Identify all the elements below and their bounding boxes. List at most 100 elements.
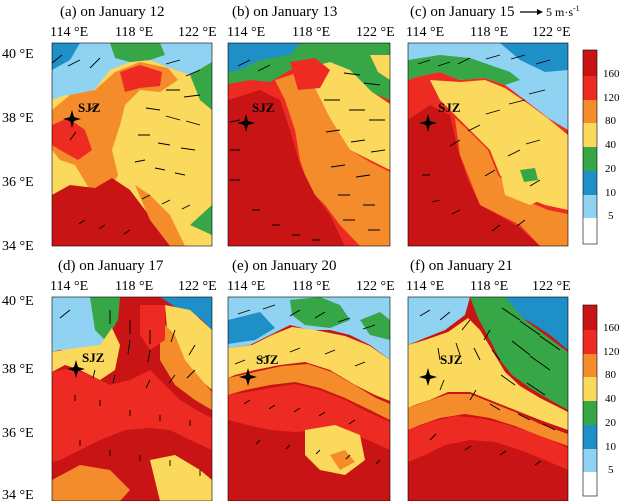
cb-top-5 — [583, 195, 597, 218]
panel-d-yellow-bottom — [150, 455, 212, 501]
cb-bot-label-120: 120 — [603, 346, 620, 358]
panel-e-station-label: SJZ — [256, 352, 279, 367]
lat-tick-top-3: 36 °E — [2, 175, 34, 190]
panel-c-darkred — [408, 105, 540, 246]
lat-tick-top-4: 34 °E — [2, 239, 34, 254]
cb-top-20 — [583, 147, 597, 171]
panel-b-station: SJZ — [237, 100, 275, 132]
panel-c-orange — [455, 118, 568, 246]
lon-tick-e-1: 114 °E — [227, 279, 265, 294]
panel-d-wind — [59, 309, 201, 476]
panel-f-wind — [419, 307, 561, 466]
panel-f-map — [408, 297, 568, 501]
panel-c-station: SJZ — [419, 100, 461, 132]
panel-a-title: (a) on January 12 — [60, 4, 165, 20]
panel-e-green-2 — [360, 312, 390, 340]
cb-top-120 — [583, 76, 597, 100]
panel-d-orange-bottom — [52, 465, 130, 501]
panel-a-red-top — [120, 65, 162, 92]
panel-c-green — [408, 55, 520, 85]
lon-tick-c-1: 114 °E — [406, 25, 444, 40]
lon-tick-d-1: 114 °E — [50, 279, 88, 294]
panel-b-station-icon — [237, 114, 255, 132]
panel-a-red-bottom — [52, 178, 170, 246]
panel-c-frame — [407, 42, 569, 247]
panel-a-station-icon — [63, 110, 81, 128]
panel-e-wind — [234, 304, 381, 465]
lon-tick-d-3: 122 °E — [178, 279, 217, 294]
lon-tick-b-3: 122 °E — [356, 25, 395, 40]
cb-bot-label-160: 160 — [603, 322, 620, 334]
panel-f-orange — [408, 394, 568, 446]
panel-d-red-mid — [52, 368, 212, 462]
panel-b-orange — [275, 72, 390, 246]
panel-d-title: (d) on January 17 — [58, 258, 164, 274]
panel-c-blue-deep — [500, 43, 568, 72]
panel-f-title: (f) on January 21 — [410, 258, 513, 274]
cb-top-160 — [583, 50, 597, 76]
panel-e-station: SJZ — [239, 352, 279, 386]
cb-bot-0 — [583, 472, 597, 496]
panel-e-frame — [227, 296, 391, 501]
panel-c-title: (c) on January 15 — [410, 4, 515, 20]
lon-tick-e-2: 118 °E — [292, 279, 330, 294]
lat-tick-bot-3: 36 °E — [2, 426, 34, 441]
cb-bot-10 — [583, 425, 597, 449]
panel-a-orange-bottom — [135, 185, 185, 246]
cb-top-label-10: 10 — [605, 187, 617, 199]
panel-e-title: (e) on January 20 — [232, 258, 337, 274]
lon-tick-d-2: 118 °E — [115, 279, 153, 294]
cb-top-label-5: 5 — [608, 210, 614, 222]
panel-b-redblob — [290, 58, 330, 90]
panel-d-yellow — [52, 328, 120, 380]
lon-tick-a-1: 114 °E — [50, 25, 88, 40]
panel-e-map — [228, 297, 390, 501]
cb-top-0 — [583, 218, 597, 244]
panel-c-station-icon — [419, 114, 437, 132]
panel-e-station-icon — [239, 368, 257, 386]
panel-f-yellow — [408, 318, 568, 430]
panel-f-station-icon — [419, 368, 437, 386]
panel-d-station: SJZ — [67, 350, 105, 378]
lon-tick-b-2: 118 °E — [292, 25, 330, 40]
panel-c-station-label: SJZ — [438, 100, 461, 115]
cb-top-label-20: 20 — [605, 163, 617, 175]
panel-d-orange-right — [160, 320, 212, 410]
panel-f-station-label: SJZ — [440, 352, 463, 367]
panel-b-blue — [228, 43, 300, 72]
cb-top-label-80: 80 — [605, 115, 617, 127]
panel-b-station-label: SJZ — [252, 100, 275, 115]
panel-d-station-label: SJZ — [82, 350, 105, 365]
cb-bot-label-20: 20 — [605, 417, 617, 429]
wind-reference: 5 m·s-1 — [520, 4, 580, 19]
panel-c-wind — [417, 54, 551, 232]
lon-tick-c-3: 122 °E — [532, 25, 571, 40]
svg-text:5 m·s-1: 5 m·s-1 — [546, 4, 580, 19]
panel-d-frame — [51, 296, 213, 501]
panel-b-wind — [229, 59, 386, 241]
panel-e-blue — [228, 312, 275, 344]
panel-d-station-icon — [67, 360, 85, 378]
panel-b-darkred — [228, 90, 345, 246]
panel-d-map — [52, 297, 212, 501]
lon-tick-f-3: 122 °E — [532, 279, 571, 294]
panel-f-station: SJZ — [419, 352, 463, 386]
panel-f-blue-right — [500, 297, 568, 350]
panel-f-lightblue — [408, 297, 470, 345]
colorbar-bottom: 160 120 80 40 20 10 5 — [582, 304, 620, 497]
cb-top-label-160: 160 — [603, 68, 620, 80]
lon-tick-a-3: 122 °E — [178, 25, 217, 40]
lat-tick-bot-2: 38 °E — [2, 362, 34, 377]
lon-tick-c-2: 118 °E — [470, 25, 508, 40]
panel-a-station-label: SJZ — [78, 100, 101, 115]
panel-d-green — [90, 297, 120, 340]
lon-tick-f-1: 114 °E — [406, 279, 444, 294]
panel-e-green — [290, 297, 350, 328]
cb-bot-label-5: 5 — [608, 464, 614, 476]
panel-a-green-2 — [190, 62, 212, 110]
panel-a-frame — [51, 42, 213, 247]
panel-f-green — [470, 297, 568, 410]
lon-tick-b-1: 114 °E — [227, 25, 265, 40]
cb-bot-80 — [583, 354, 597, 377]
